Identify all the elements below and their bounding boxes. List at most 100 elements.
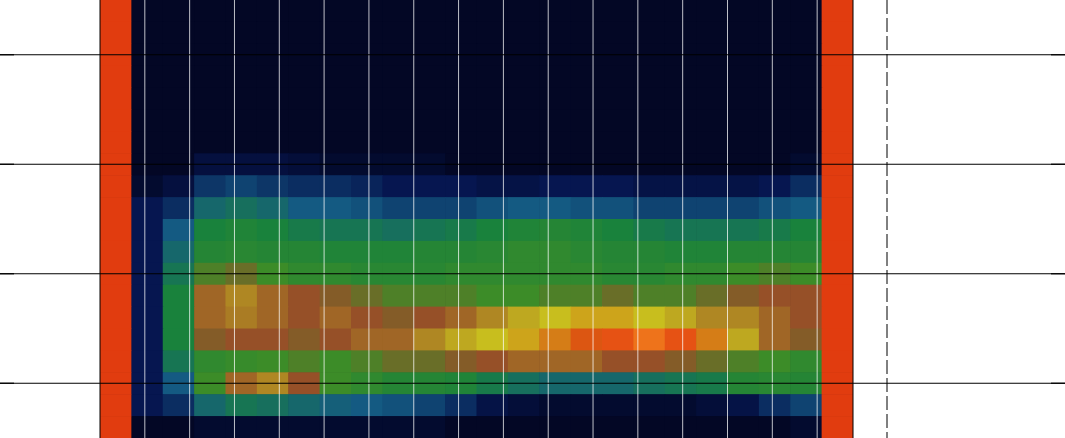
heat-cell [257,241,289,264]
heat-cell [445,219,477,242]
heat-cell [602,66,634,89]
x-grid-line [368,0,369,438]
heat-cell [226,131,258,154]
heat-cell [100,416,132,438]
heat-cell [226,175,258,198]
heat-cell [665,175,697,198]
x-grid-line [637,0,638,438]
heat-cell [728,22,760,45]
heat-cell [226,88,258,111]
heat-cell [194,0,226,23]
heat-cell [728,175,760,198]
heat-cell [759,197,791,220]
heat-cell [759,131,791,154]
heat-cell [194,66,226,89]
heat-cell [194,285,226,308]
heat-cell [351,350,383,373]
heat-cell [414,197,446,220]
heat-cell [696,329,728,352]
heat-cell [288,0,320,23]
heat-cell [288,88,320,111]
heat-cell [602,0,634,23]
heat-cell [351,88,383,111]
heat-cell [257,416,289,438]
heat-cell [822,350,853,373]
heat-cell [131,285,163,308]
x-grid-line [548,0,549,438]
heat-cell [696,110,728,133]
heat-cell [351,394,383,417]
heat-cell [602,416,634,438]
heat-cell [539,66,571,89]
heat-cell [194,110,226,133]
heat-cell [226,241,258,264]
heat-cell [351,110,383,133]
heat-cell [414,66,446,89]
y-tick-left [0,164,14,165]
y-tick-left [0,54,14,55]
heat-cell [696,307,728,330]
y-tick-right [1051,273,1065,274]
heat-cell [351,285,383,308]
x-grid-line [279,0,280,438]
heat-cell [445,416,477,438]
heat-cell [226,394,258,417]
heat-cell [351,66,383,89]
heat-cell [226,22,258,45]
heat-cell [131,241,163,264]
heat-cell [696,219,728,242]
heat-cell [539,350,571,373]
heat-cell [822,22,853,45]
y-grid-line [0,54,1065,55]
left-axis-line [100,0,101,438]
heat-cell [508,0,540,23]
plot-background [100,0,853,438]
heat-cell [445,285,477,308]
heat-cell [288,329,320,352]
heat-cell [226,307,258,330]
heat-cell [539,416,571,438]
heat-cell [131,394,163,417]
heat-cell [508,416,540,438]
heat-cell [414,416,446,438]
heat-cell [665,416,697,438]
y-tick-right [1051,164,1065,165]
heat-cell [728,350,760,373]
heat-cell [131,0,163,23]
heat-cell [728,0,760,23]
heat-cell [382,22,414,45]
heat-cell [759,22,791,45]
heat-cell [571,329,603,352]
heat-cell [508,197,540,220]
heat-cell [665,219,697,242]
heat-cell [445,22,477,45]
heat-cell [257,307,289,330]
y-tick-right [1051,54,1065,55]
heat-cell [822,88,853,111]
heat-cell [822,131,853,154]
heat-cell [696,394,728,417]
heat-cell [288,241,320,264]
heat-cell [257,219,289,242]
heat-cell [445,350,477,373]
heat-cell [822,285,853,308]
heat-cell [822,329,853,352]
x-grid-line [682,0,683,438]
heat-cell [696,350,728,373]
heat-cell [257,285,289,308]
heat-cell [508,329,540,352]
heat-cell [382,175,414,198]
heat-cell [696,0,728,23]
heat-cell [194,307,226,330]
heat-cell [288,66,320,89]
heat-cell [414,0,446,23]
x-grid-line [503,0,504,438]
heat-cell [257,131,289,154]
heat-cell [194,175,226,198]
heat-cell [226,350,258,373]
heat-cell [226,219,258,242]
heat-cell [665,22,697,45]
heat-cell [194,131,226,154]
heat-cell [382,88,414,111]
heat-cell [822,66,853,89]
